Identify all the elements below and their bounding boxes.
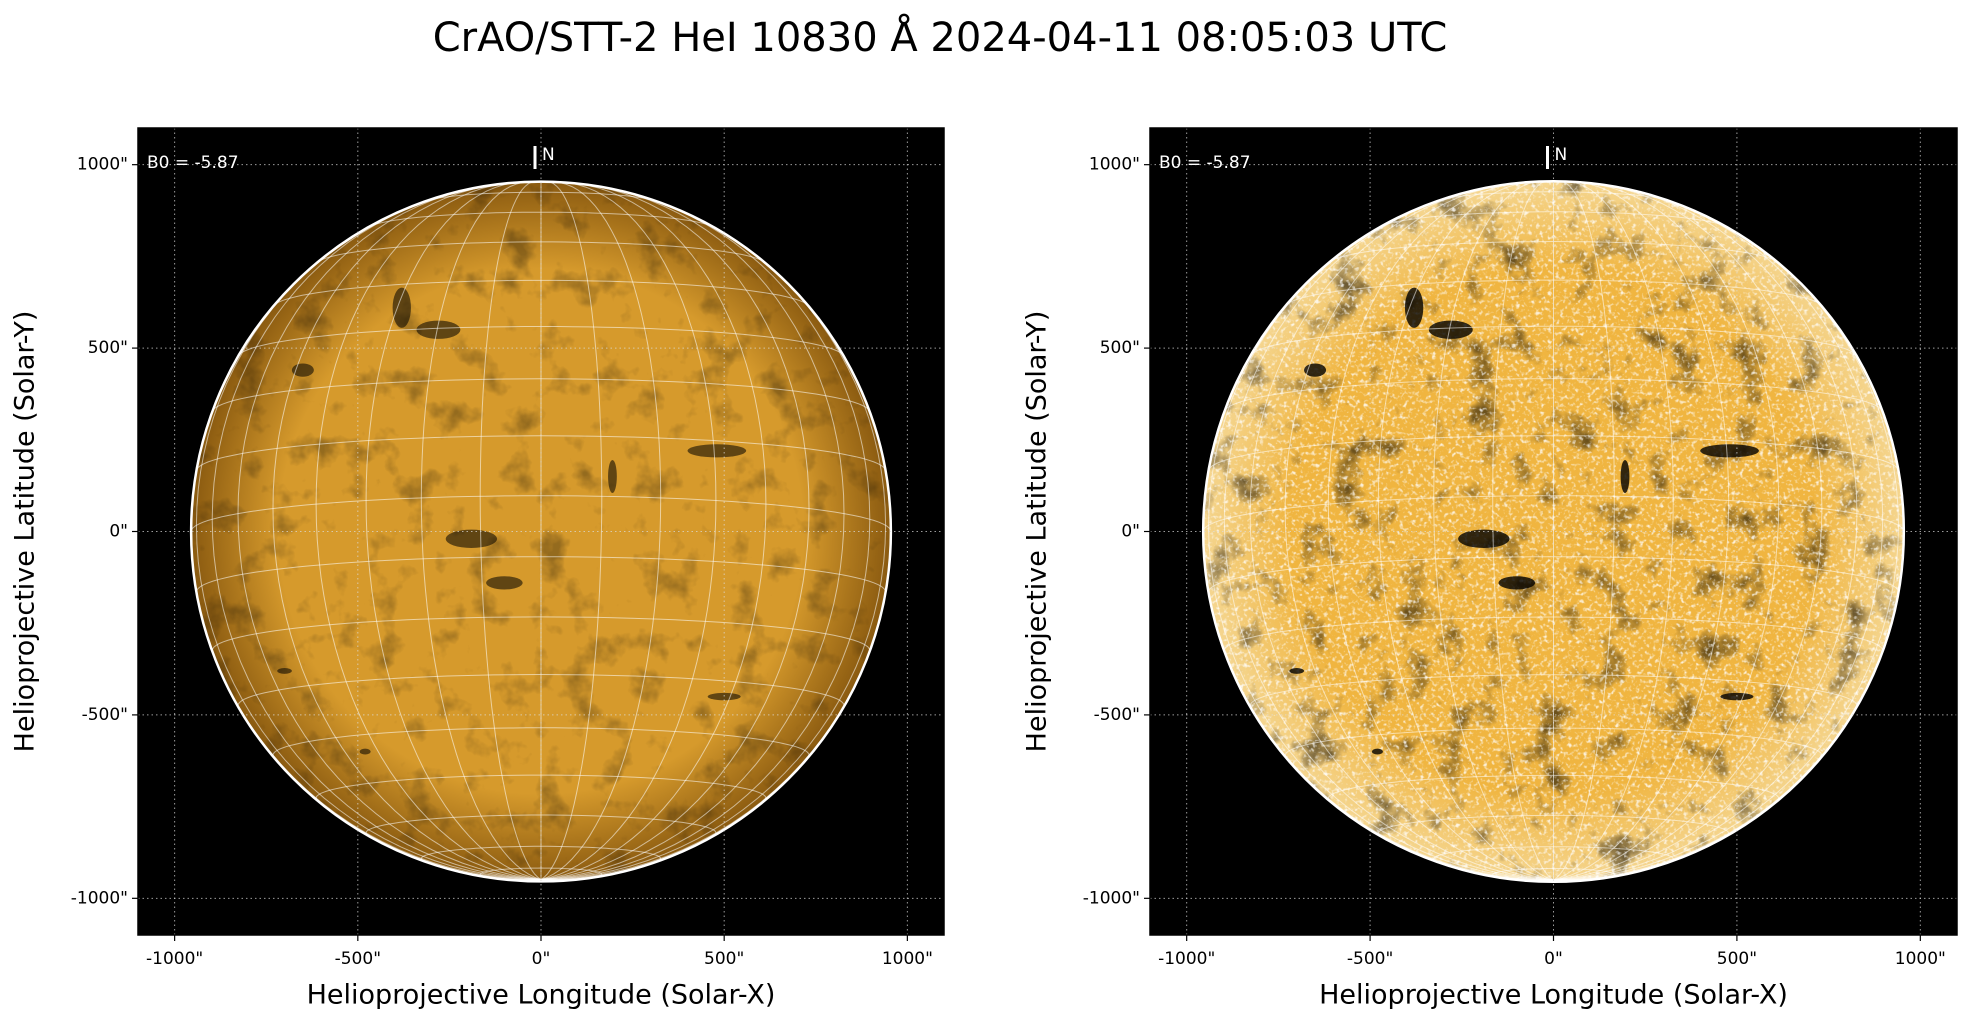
heliographic-meridian (1553, 182, 1730, 881)
plot-area (138, 128, 944, 935)
heliographic-meridian (1553, 185, 1823, 881)
heliographic-meridian (1553, 195, 1884, 881)
panel: -1000" -500" 0" 500" 1000" -1000" -500" 0" 500" 1… (10, 127, 945, 1011)
panel: -1000" -500" 0" 500" 1000" -1000" -500" 0" 500" 1… (1022, 127, 1958, 1011)
x-axis-label: Helioprojective Longitude (Solar-X) (307, 980, 776, 1011)
filament (687, 444, 747, 458)
filament (486, 576, 523, 590)
filament (359, 748, 371, 755)
y-tick-label: 500" (88, 338, 128, 358)
x-tick-label: -500" (1347, 949, 1393, 969)
heliographic-meridian (237, 186, 542, 880)
filament (1304, 363, 1327, 377)
plot-area (1150, 128, 1957, 935)
heliographic-meridian (540, 235, 887, 880)
heliographic-meridian (1377, 182, 1554, 881)
x-axis-label: Helioprojective Longitude (Solar-X) (1319, 980, 1788, 1011)
filament (445, 529, 498, 549)
heliographic-meridian (1249, 186, 1554, 881)
filament (291, 363, 314, 377)
heliographic-meridian (540, 183, 767, 880)
annotation: B0 = -5.87 (1159, 153, 1251, 173)
annotation: B0 = -5.87 (147, 153, 239, 173)
heliographic-meridian (1327, 182, 1554, 881)
filament (1404, 287, 1424, 328)
filament (707, 692, 741, 701)
heliographic-meridian (1553, 182, 1780, 881)
y-tick-label: 500" (1100, 338, 1140, 358)
heliographic-meridian (540, 181, 603, 880)
heliographic-meridian (1223, 195, 1554, 881)
x-tick-label: -1000" (146, 949, 203, 969)
heliographic-meridian (272, 185, 542, 880)
filament (1428, 320, 1473, 339)
heliographic-meridian (540, 185, 810, 880)
heliographic-meridian (1553, 180, 1615, 881)
filament (1458, 529, 1510, 549)
y-tick-label: 0" (109, 522, 128, 542)
x-tick-label: 500" (704, 949, 744, 969)
filament (277, 667, 292, 674)
heliographic-meridian (1553, 235, 1900, 881)
heliographic-meridian (1433, 181, 1554, 881)
x-tick-label: 1000" (1895, 949, 1946, 969)
figure-title: CrAO/STT-2 HeI 10830 Å 2024-04-11 08:05:… (433, 13, 1448, 61)
heliographic-meridian (420, 182, 542, 880)
y-tick-label: -500" (82, 705, 128, 725)
plot-frame (1149, 127, 1958, 936)
heliographic-meridian (540, 196, 871, 880)
heliographic-meridian (1207, 235, 1554, 881)
north-label: N (1555, 145, 1568, 165)
limb (1201, 179, 1906, 884)
heliographic-meridian (1284, 185, 1554, 881)
heliographic-meridian (315, 183, 542, 880)
x-tick-label: 1000" (882, 949, 933, 969)
y-tick-label: 1000" (77, 155, 128, 175)
north-label: N (542, 145, 555, 165)
y-tick-label: 1000" (1089, 155, 1140, 175)
filament (1720, 692, 1754, 701)
heliographic-meridian (365, 182, 542, 880)
filament (416, 320, 461, 339)
heliographic-meridian (1553, 186, 1858, 881)
x-tick-label: -500" (335, 949, 381, 969)
heliographic-meridian (540, 186, 845, 880)
y-axis-label: Helioprojective Latitude (Solar-Y) (1022, 311, 1053, 753)
x-tick-label: 0" (532, 949, 551, 969)
plot-frame (137, 127, 945, 936)
y-tick-label: -1000" (71, 888, 128, 908)
y-tick-label: -1000" (1083, 888, 1140, 908)
y-tick-label: -500" (1094, 705, 1140, 725)
filament (392, 287, 411, 328)
heliographic-meridian (540, 182, 717, 880)
heliographic-meridian (211, 196, 542, 880)
x-tick-label: 500" (1717, 949, 1757, 969)
x-tick-label: 0" (1544, 949, 1563, 969)
heliographic-meridian (1553, 181, 1674, 881)
filament (1289, 667, 1305, 674)
x-tick-label: -1000" (1158, 949, 1215, 969)
heliographic-meridian (479, 181, 542, 880)
heliographic-meridian (1492, 180, 1554, 881)
y-tick-label: 0" (1121, 522, 1140, 542)
filament (608, 459, 617, 493)
filament (1620, 459, 1630, 493)
filament (1498, 576, 1536, 590)
filament (1371, 748, 1383, 755)
filament (1700, 444, 1759, 458)
y-axis-label: Helioprojective Latitude (Solar-Y) (10, 311, 41, 753)
heliographic-meridian (195, 235, 542, 880)
heliographic-meridian (540, 182, 662, 880)
